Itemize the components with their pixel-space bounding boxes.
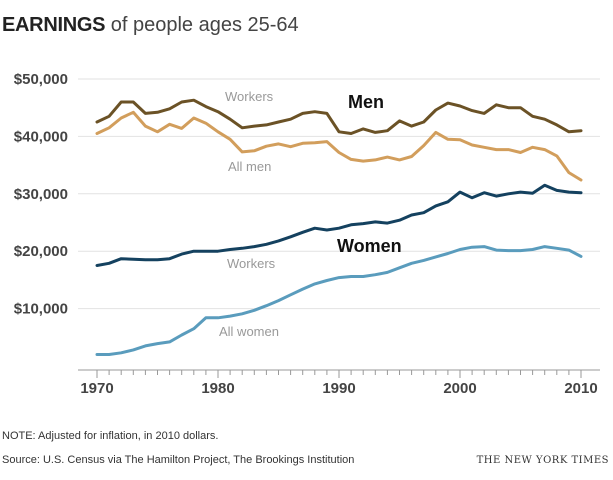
y-tick-label: $30,000: [14, 186, 68, 203]
annotation-women: Women: [337, 236, 402, 256]
annotation-workers: Workers: [227, 256, 276, 271]
axes: $10,000 $20,000 $30,000 $40,000 $50,000 1970 1…: [14, 71, 600, 397]
annotation-men: Men: [348, 92, 384, 112]
x-tick-label: 1980: [201, 380, 234, 397]
chart-title: EARNINGS of people ages 25-64: [2, 14, 299, 37]
series-line-men-all-men: [95, 110, 583, 182]
publisher-credit: THE NEW YORK TIMES: [476, 455, 609, 466]
y-tick-label: $10,000: [14, 301, 68, 318]
series-lines: [95, 98, 583, 356]
chart-title-bold: EARNINGS: [2, 14, 106, 36]
series-line-women-all-women: [95, 245, 583, 356]
chart-note: NOTE: Adjusted for inflation, in 2010 do…: [2, 430, 219, 442]
x-tick-label: 1990: [322, 380, 355, 397]
chart-title-rest: of people ages 25-64: [105, 14, 299, 36]
x-tick-label: 2000: [443, 380, 476, 397]
y-tick-label: $50,000: [14, 71, 68, 88]
y-tick-label: $40,000: [14, 128, 68, 145]
series-line-women-workers: [95, 183, 583, 267]
annotation-workers: Workers: [225, 89, 274, 104]
annotation-all-women: All women: [219, 324, 279, 339]
x-tick-label: 2010: [564, 380, 597, 397]
x-tick-label: 1970: [80, 380, 113, 397]
chart-source: Source: U.S. Census via The Hamilton Pro…: [2, 454, 355, 466]
annotations: Workers Men All men Women Workers All women: [219, 89, 402, 339]
annotation-all-men: All men: [228, 159, 271, 174]
y-tick-label: $20,000: [14, 243, 68, 260]
series-line-men-workers: [95, 98, 583, 135]
